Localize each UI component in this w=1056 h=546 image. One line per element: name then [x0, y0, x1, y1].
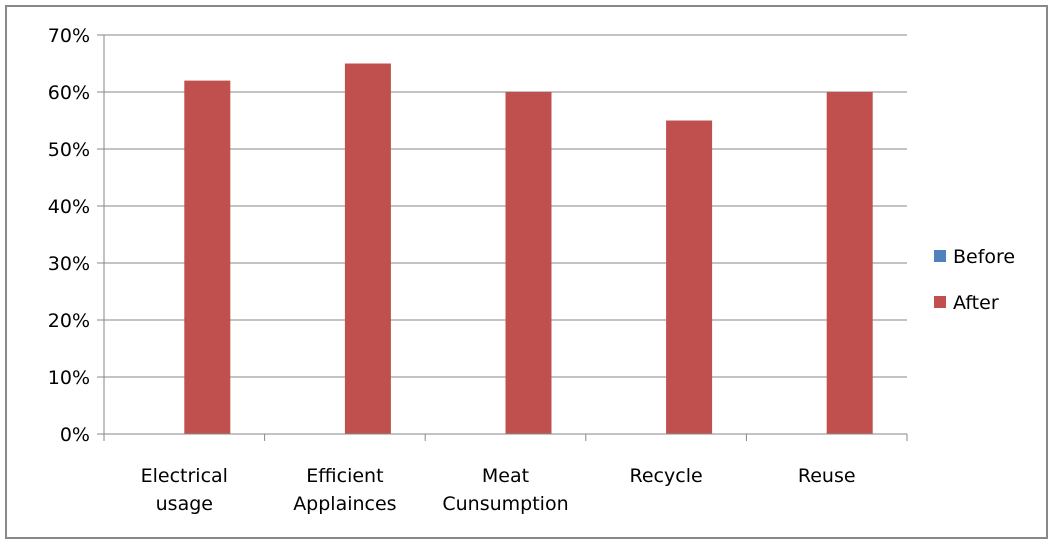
- y-tick-label: 20%: [48, 310, 90, 332]
- x-category-label: Reuse: [798, 465, 856, 487]
- y-tick-label: 0%: [60, 424, 90, 446]
- legend-swatch-before: [934, 250, 946, 262]
- bar-after-4: [826, 92, 873, 434]
- bar-after-0: [184, 80, 231, 434]
- legend-label-before: Before: [953, 246, 1015, 268]
- legend: Before After: [934, 246, 1015, 314]
- y-tick-label: 70%: [48, 25, 90, 47]
- x-axis-category-labels: Electrical usage Efficient Applainces Meat Cu…: [141, 465, 856, 515]
- legend-swatch-after: [934, 296, 946, 308]
- x-category-label: Electrical usage: [141, 465, 228, 515]
- bars: [184, 63, 873, 434]
- bar-after-3: [666, 120, 713, 434]
- axes: [97, 34, 908, 441]
- legend-label-after: After: [953, 292, 999, 314]
- y-axis-tick-labels: 0% 10% 20% 30% 40% 50% 60% 70%: [48, 25, 90, 446]
- bar-after-1: [344, 63, 391, 434]
- x-category-label: Meat Cunsumption: [442, 465, 568, 515]
- x-category-label: Recycle: [630, 465, 703, 487]
- x-category-label: Efficient Applainces: [293, 465, 396, 515]
- y-tick-label: 50%: [48, 139, 90, 161]
- bar-after-2: [505, 92, 552, 434]
- y-tick-label: 60%: [48, 82, 90, 104]
- y-tick-label: 40%: [48, 196, 90, 218]
- y-tick-label: 30%: [48, 253, 90, 275]
- y-tick-label: 10%: [48, 367, 90, 389]
